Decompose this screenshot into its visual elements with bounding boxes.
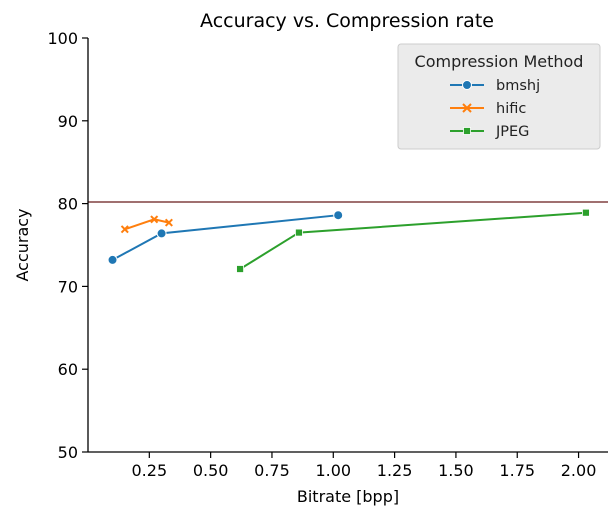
series-jpeg [236,208,590,273]
legend-item-hific: hific [450,101,526,117]
y-tick-label: 80 [58,195,78,214]
data-point [463,127,471,135]
y-ticks: 50 60 70 80 90 100 [47,29,88,462]
x-tick-label: 1.00 [315,461,351,480]
y-tick-label: 70 [58,277,78,296]
legend: Compression Method bmshj hific JPEG [397,43,601,150]
data-point [582,208,590,217]
legend-box [397,43,601,150]
legend-label: bmshj [496,78,540,94]
series-hific [120,215,173,234]
x-tick-label: 0.75 [254,461,290,480]
y-tick-label: 50 [58,443,78,462]
data-point [107,254,118,265]
data-point [164,218,173,227]
legend-title: Compression Method [415,52,584,71]
x-ticks: 0.25 0.50 0.75 1.00 1.25 1.50 1.75 2.00 [132,452,597,480]
legend-label: hific [496,101,526,117]
plot-area [88,200,608,273]
legend-item-jpeg: JPEG [450,124,529,140]
series-bmshj [107,210,344,265]
data-point [156,228,167,239]
data-point [236,265,244,273]
x-tick-label: 1.25 [377,461,413,480]
data-point [120,225,129,234]
data-point [462,103,472,113]
axes [87,38,608,453]
data-point [462,80,472,90]
y-axis-label: Accuracy [13,208,32,281]
x-tick-label: 1.75 [499,461,535,480]
legend-label: JPEG [495,124,529,140]
x-tick-label: 0.25 [132,461,168,480]
chart-title: Accuracy vs. Compression rate [200,10,494,32]
x-tick-label: 2.00 [561,461,597,480]
data-point [333,210,344,221]
y-tick-label: 90 [58,112,78,131]
data-point [295,228,303,237]
legend-item-bmshj: bmshj [450,78,540,94]
data-point [150,215,159,224]
x-axis-label: Bitrate [bpp] [297,487,399,506]
x-tick-label: 1.50 [438,461,474,480]
series-line [124,218,170,231]
y-tick-label: 60 [58,360,78,379]
x-tick-label: 0.50 [193,461,229,480]
y-tick-label: 100 [47,29,78,48]
series-line [239,211,586,270]
